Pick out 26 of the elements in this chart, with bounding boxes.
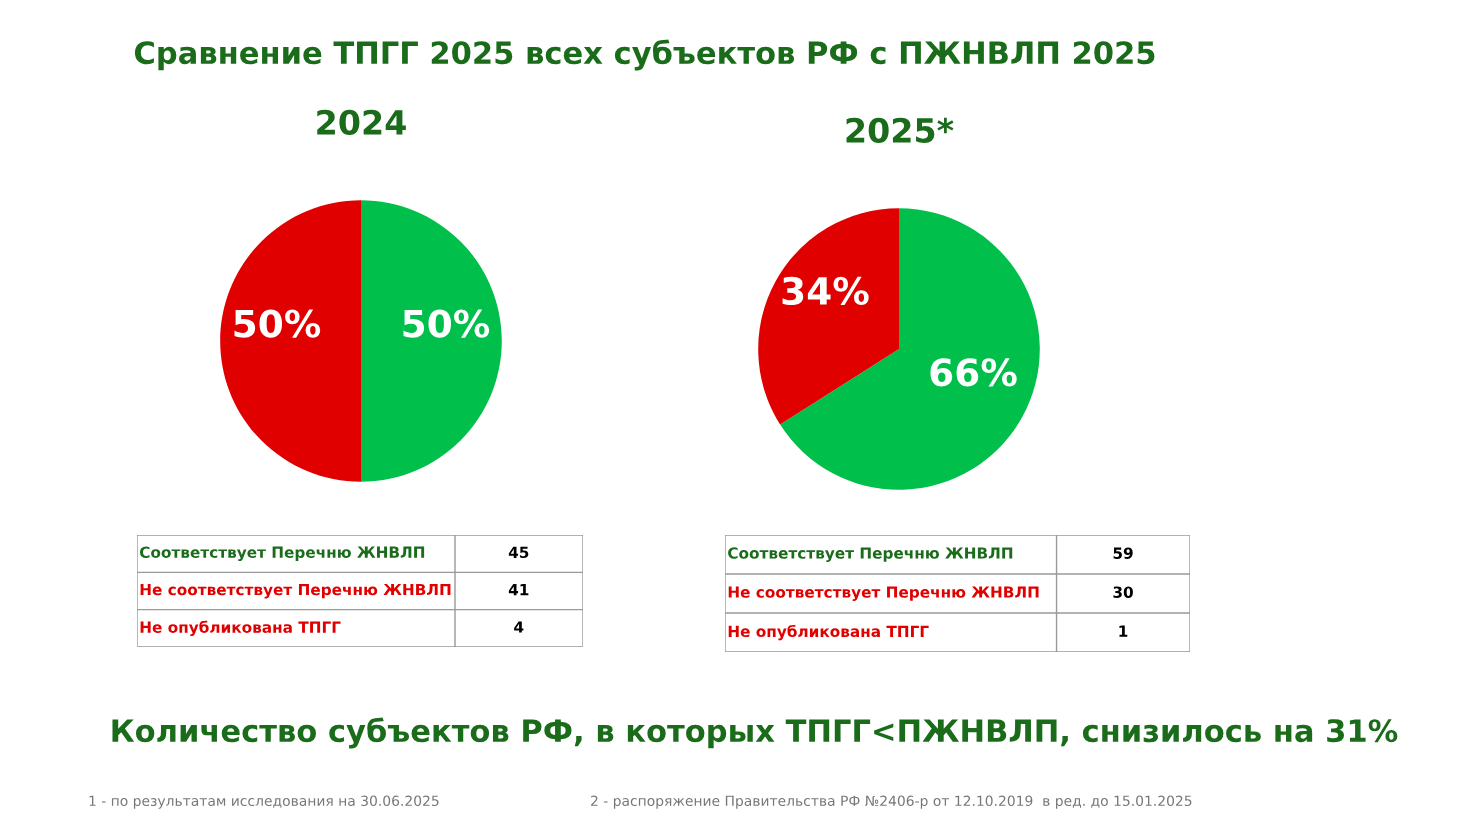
category-label: Соответствует Перечню ЖНВЛП [728,547,1013,562]
data-label: 34% [782,276,869,306]
pie-slice [758,208,899,425]
data-label: 50% [234,309,321,338]
category-label: Не соответствует Перечню ЖНВЛП [728,586,1039,601]
data-label: 30 [1113,586,1133,598]
pie-slice [780,208,1040,490]
data-label: 41 [508,584,529,596]
text: 1 - по результатам исследования на 30.06.2025 [89,795,439,809]
category-label: Не опубликована ТПГГ [140,620,341,637]
data-label: 66% [930,358,1017,387]
data-label: 50% [403,309,490,338]
chart-title: 2025* [846,117,954,143]
data-label: 1 [1119,625,1128,637]
text: 2 - распоряжение Правительства РФ №2406-р от 12.10.2019 в ред. до 15.01.2025 [591,795,1192,809]
text: Сравнение ТПГГ 2025 всех субъектов РФ с ПЖНВЛП 2025 [134,39,1155,71]
category-label: Соответствует Перечню ЖНВЛП [139,546,425,562]
chart-title: 2024 [317,109,406,135]
category-label: Не опубликована ТПГГ [728,624,929,641]
category-label: Не соответствует Перечню ЖНВЛП [140,583,451,599]
text: Количество субъектов РФ, в которых ТПГГ<ПЖНВЛП, снизилось на 31% [112,717,1398,749]
pie-slice [220,200,361,482]
data-label: 59 [1113,547,1133,559]
pie-slice [361,200,502,482]
data-label: 45 [508,546,529,559]
data-label: 4 [514,621,524,633]
